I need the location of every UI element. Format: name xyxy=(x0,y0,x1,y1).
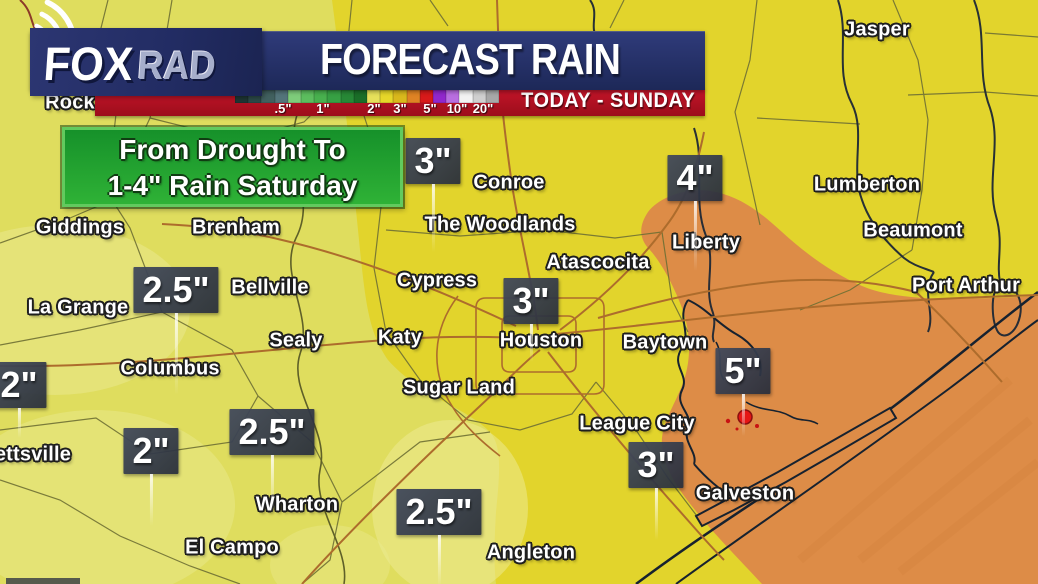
scale-cell xyxy=(419,90,434,103)
rain-value: 4" xyxy=(667,155,723,271)
rain-value: 2.5" xyxy=(229,409,315,513)
city-label-conroe: Conroe xyxy=(473,171,545,194)
scale-tick: .5" xyxy=(274,101,292,116)
scale-cell xyxy=(485,90,500,103)
city-label-la-grange: La Grange xyxy=(27,296,129,319)
rain-value: 3" xyxy=(503,278,559,362)
rain-value: 3" xyxy=(628,442,684,540)
scale-tick: 5" xyxy=(423,101,437,116)
city-label-bellville: Bellville xyxy=(231,276,309,299)
city-label-the-woodlands: The Woodlands xyxy=(424,213,576,236)
rain-value-pointer xyxy=(529,324,533,362)
banner-title: FORECAST RAIN xyxy=(320,35,621,84)
city-label-galveston: Galveston xyxy=(695,482,795,505)
scale-tick: 1" xyxy=(316,101,330,116)
scale-cell xyxy=(459,90,473,103)
city-label-angleton: Angleton xyxy=(486,541,576,564)
city-label-katy: Katy xyxy=(377,326,423,349)
scale-cell xyxy=(433,90,447,103)
city-label-ettsville: ettsville xyxy=(0,443,72,466)
rain-value-pointer xyxy=(149,474,153,526)
rain-value-box: 5" xyxy=(715,348,771,394)
rain-value-pointer xyxy=(270,455,274,513)
orange-texture-streaks xyxy=(797,376,1038,576)
rain-color-scale xyxy=(235,90,500,103)
rain-value-box: 2.5" xyxy=(229,409,315,455)
rain-value-pointer xyxy=(741,394,745,436)
rad-logo-text: RAD xyxy=(136,44,218,88)
rain-value-pointer xyxy=(654,488,658,540)
city-label-atascocita: Atascocita xyxy=(546,251,650,274)
scale-cell xyxy=(472,90,486,103)
period-label: TODAY - SUNDAY xyxy=(520,89,695,112)
rain-value: 3" xyxy=(405,138,461,252)
rain-value-pointer xyxy=(437,535,441,584)
scale-cell xyxy=(287,90,302,103)
scale-tick: 3" xyxy=(393,101,407,116)
rain-value: 5" xyxy=(715,348,771,436)
rain-value: 2.5" xyxy=(396,489,482,584)
city-label-liberty: Liberty xyxy=(671,231,741,254)
scale-tick: 10" xyxy=(446,101,468,116)
scale-cell xyxy=(380,90,394,103)
rain-value-box: 4" xyxy=(667,155,723,201)
drought-callout: From Drought To 1-4" Rain Saturday xyxy=(62,127,403,207)
city-label-jasper: Jasper xyxy=(844,18,910,41)
city-label-cypress: Cypress xyxy=(396,269,478,292)
city-label-lumberton: Lumberton xyxy=(813,173,921,196)
city-label-baytown: Baytown xyxy=(622,331,708,354)
rain-value-box: 3" xyxy=(503,278,559,324)
scale-tick: 20" xyxy=(472,101,494,116)
rain-value-box: 2.5" xyxy=(133,267,219,313)
scale-tick: 2" xyxy=(367,101,381,116)
city-label-giddings: Giddings xyxy=(35,216,125,239)
scale-cell xyxy=(301,90,315,103)
scale-cell xyxy=(446,90,460,103)
city-label-wharton: Wharton xyxy=(255,493,339,516)
city-label-beaumont: Beaumont xyxy=(863,219,963,242)
city-label-rock: Rock xyxy=(45,91,95,114)
city-label-sealy: Sealy xyxy=(269,329,323,352)
city-label-el-campo: El Campo xyxy=(185,536,279,559)
callout-line1: From Drought To xyxy=(119,134,346,165)
scale-cell xyxy=(340,90,354,103)
rain-value-pointer xyxy=(17,408,21,438)
city-label-houston: Houston xyxy=(499,329,583,352)
scale-cell xyxy=(353,90,368,103)
scale-cell xyxy=(314,90,328,103)
city-label-league-city: League City xyxy=(579,412,695,435)
rain-value: 2.5" xyxy=(133,267,219,395)
scale-cell xyxy=(406,90,420,103)
city-label-port-arthur: Port Arthur xyxy=(911,274,1021,297)
coastline xyxy=(635,291,1038,584)
rain-region-orange xyxy=(641,190,1038,584)
city-label-columbus: Columbus xyxy=(120,357,220,380)
scale-cell xyxy=(327,90,341,103)
rain-value: 2" xyxy=(123,428,179,526)
scale-cell xyxy=(274,90,288,103)
fox-logo-text: FOX xyxy=(42,37,135,90)
cutoff-label-sliver xyxy=(6,578,80,584)
foxrad-logo: FOX RAD xyxy=(30,28,262,96)
callout-line2: 1-4" Rain Saturday xyxy=(107,170,358,201)
rain-value-box: 3" xyxy=(405,138,461,184)
rain-value-pointer xyxy=(174,313,178,395)
rain-value-pointer xyxy=(693,201,697,271)
scale-cell xyxy=(367,90,381,103)
rivers xyxy=(589,0,1022,343)
city-label-sugar-land: Sugar Land xyxy=(402,376,516,399)
rain-value-box: 2" xyxy=(0,362,47,408)
scale-cell xyxy=(393,90,407,103)
rain-value-box: 2.5" xyxy=(396,489,482,535)
rain-value: 2" xyxy=(0,362,47,438)
rain-value-box: 3" xyxy=(628,442,684,488)
rain-value-pointer xyxy=(431,184,435,252)
scale-cell xyxy=(261,90,275,103)
rain-value-box: 2" xyxy=(123,428,179,474)
city-label-brenham: Brenham xyxy=(191,216,281,239)
